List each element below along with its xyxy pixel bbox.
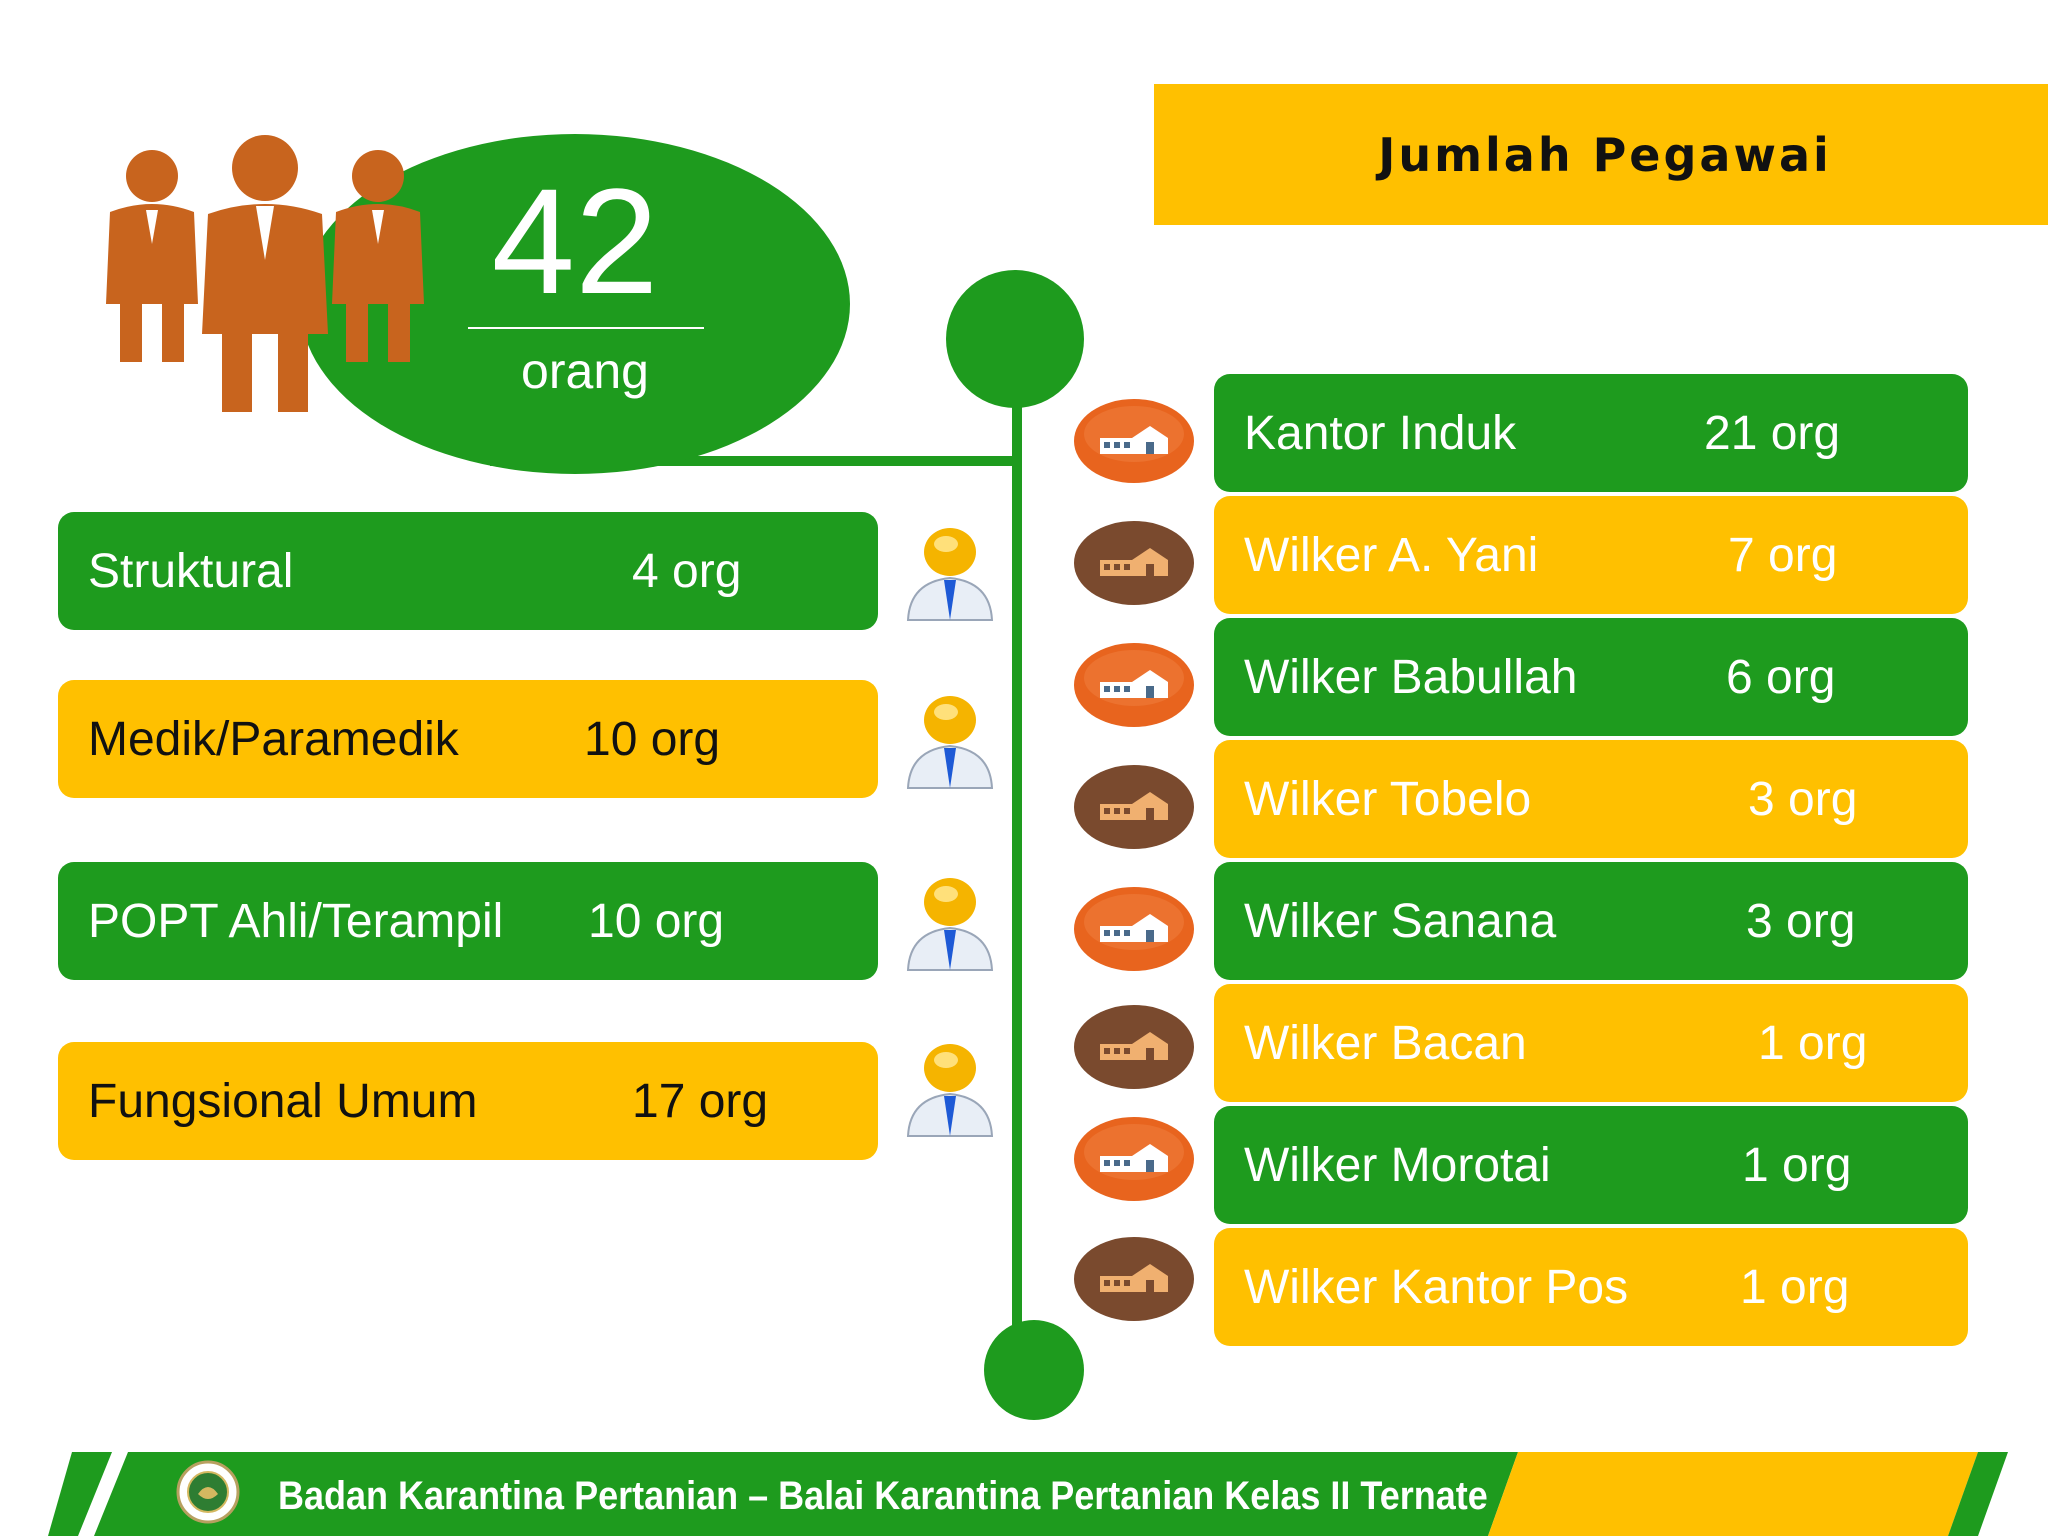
category-label: Fungsional Umum bbox=[88, 1074, 478, 1128]
total-unit: orang bbox=[521, 343, 649, 399]
total-divider bbox=[468, 327, 704, 329]
category-value: 4 org bbox=[632, 544, 742, 598]
category-label: Medik/Paramedik bbox=[88, 712, 459, 766]
office-building-icon bbox=[1074, 521, 1194, 605]
employee-icon bbox=[906, 528, 994, 621]
location-label: Wilker A. Yani bbox=[1244, 528, 1539, 582]
location-value: 1 org bbox=[1742, 1138, 1852, 1192]
location-row-kantor-pos: Wilker Kantor Pos 1 org bbox=[1214, 1228, 1968, 1346]
category-value: 17 org bbox=[632, 1074, 769, 1128]
office-building-icon bbox=[1074, 1237, 1194, 1321]
location-label: Wilker Babullah bbox=[1244, 650, 1578, 704]
office-building-icon bbox=[1074, 643, 1194, 727]
location-label: Kantor Induk bbox=[1244, 406, 1517, 460]
location-row-bacan: Wilker Bacan 1 org bbox=[1214, 984, 1968, 1102]
page-title: Jumlah Pegawai bbox=[1378, 127, 1832, 182]
total-count: 42 bbox=[491, 157, 659, 325]
location-row-kantor-induk: Kantor Induk 21 org bbox=[1214, 374, 1968, 492]
location-value: 1 org bbox=[1740, 1260, 1850, 1314]
agency-seal-icon bbox=[176, 1460, 240, 1524]
location-row-tobelo: Wilker Tobelo 3 org bbox=[1214, 740, 1968, 858]
location-row-sanana: Wilker Sanana 3 org bbox=[1214, 862, 1968, 980]
location-value: 21 org bbox=[1704, 406, 1841, 460]
location-label: Wilker Bacan bbox=[1244, 1016, 1527, 1070]
office-building-icon bbox=[1074, 887, 1194, 971]
office-building-icon bbox=[1074, 1005, 1194, 1089]
connector-horizontal bbox=[490, 456, 1014, 466]
people-group-icon bbox=[106, 135, 424, 412]
footer-band bbox=[48, 1452, 2008, 1536]
location-label: Wilker Kantor Pos bbox=[1244, 1260, 1629, 1314]
timeline-dot-top bbox=[946, 270, 1084, 408]
location-label: Wilker Morotai bbox=[1244, 1138, 1551, 1192]
location-value: 7 org bbox=[1728, 528, 1838, 582]
location-label: Wilker Sanana bbox=[1244, 894, 1557, 948]
category-row-struktural: Struktural 4 org bbox=[58, 512, 878, 630]
category-label: POPT Ahli/Terampil bbox=[88, 894, 504, 948]
office-building-icon bbox=[1074, 399, 1194, 483]
title-banner: Jumlah Pegawai bbox=[1154, 84, 2048, 225]
category-row-fungsional: Fungsional Umum 17 org bbox=[58, 1042, 878, 1160]
location-value: 1 org bbox=[1758, 1016, 1868, 1070]
connector-vertical bbox=[1012, 330, 1022, 1370]
category-row-medik: Medik/Paramedik 10 org bbox=[58, 680, 878, 798]
location-value: 3 org bbox=[1746, 894, 1856, 948]
employee-icon bbox=[906, 878, 994, 971]
location-row-babullah: Wilker Babullah 6 org bbox=[1214, 618, 1968, 736]
category-value: 10 org bbox=[584, 712, 721, 766]
category-value: 10 org bbox=[588, 894, 725, 948]
employee-icon bbox=[906, 1044, 994, 1137]
office-building-icon bbox=[1074, 1117, 1194, 1201]
footer-text: Badan Karantina Pertanian – Balai Karant… bbox=[278, 1474, 1488, 1518]
location-value: 3 org bbox=[1748, 772, 1858, 826]
category-label: Struktural bbox=[88, 544, 294, 598]
location-row-a-yani: Wilker A. Yani 7 org bbox=[1214, 496, 1968, 614]
category-row-popt: POPT Ahli/Terampil 10 org bbox=[58, 862, 878, 980]
location-value: 6 org bbox=[1726, 650, 1836, 704]
location-row-morotai: Wilker Morotai 1 org bbox=[1214, 1106, 1968, 1224]
location-label: Wilker Tobelo bbox=[1244, 772, 1532, 826]
timeline-dot-bottom bbox=[984, 1320, 1084, 1420]
office-building-icon bbox=[1074, 765, 1194, 849]
employee-icon bbox=[906, 696, 994, 789]
